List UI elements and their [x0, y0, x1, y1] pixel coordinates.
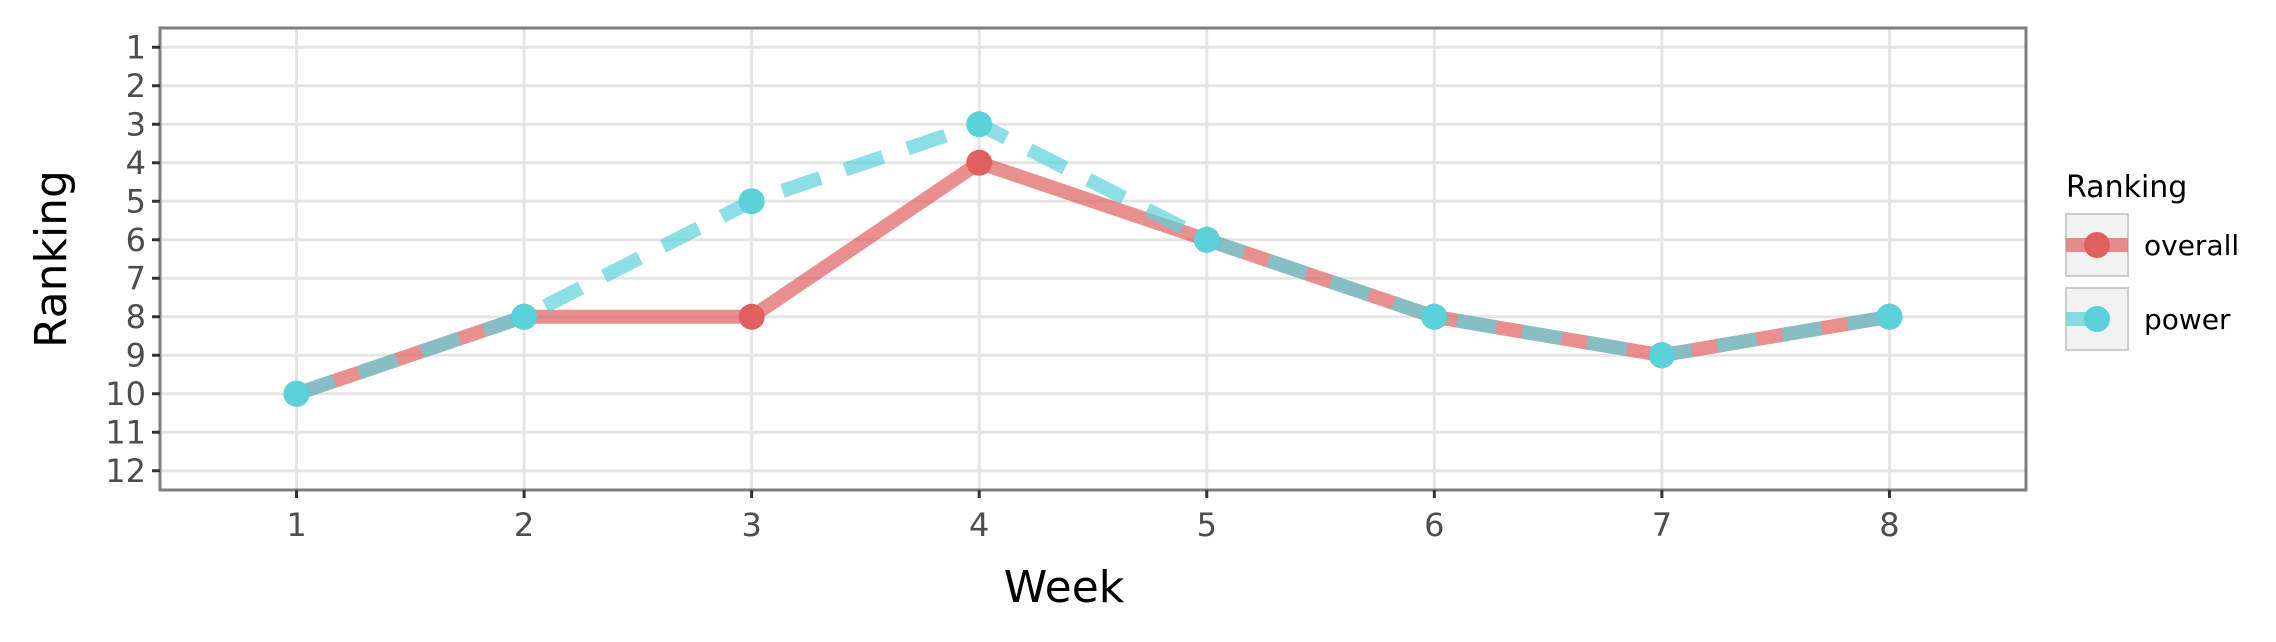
- y-tick-label: 6: [126, 221, 146, 259]
- x-axis-label: Week: [1004, 562, 1125, 613]
- y-tick-label: 2: [126, 67, 146, 105]
- x-tick-label: 7: [1652, 506, 1672, 544]
- data-point-power: [738, 188, 765, 215]
- legend-item-overall: overall: [2065, 213, 2239, 277]
- y-tick-label: 5: [126, 182, 146, 220]
- legend-key-point: [2084, 306, 2110, 332]
- data-point-overall: [738, 303, 765, 330]
- y-tick-label: 3: [126, 105, 146, 143]
- y-tick-label: 10: [105, 375, 146, 413]
- x-axis-ticks: 1 2 3 4 5 6 7 8: [286, 490, 1900, 544]
- data-point-power: [1876, 303, 1903, 330]
- data-point-power: [966, 111, 993, 138]
- y-tick-label: 1: [126, 28, 146, 66]
- y-tick-label: 12: [105, 452, 146, 490]
- plot-border: [158, 26, 2028, 492]
- x-tick-label: 6: [1424, 506, 1444, 544]
- legend-item-power: power: [2065, 287, 2231, 351]
- y-axis-label: Ranking: [26, 170, 77, 348]
- x-tick-label: 2: [514, 506, 534, 544]
- legend-label: overall: [2144, 229, 2239, 262]
- series-lines: [294, 117, 1891, 401]
- series-line-power: [294, 117, 1891, 401]
- y-tick-label: 9: [126, 336, 146, 374]
- legend-title: Ranking: [2066, 170, 2187, 205]
- y-tick-label: 4: [126, 144, 146, 182]
- y-tick-label: 7: [126, 259, 146, 297]
- y-tick-label: 8: [126, 298, 146, 336]
- data-point-overall: [966, 149, 993, 176]
- x-tick-label: 1: [286, 506, 306, 544]
- legend-key-point: [2084, 232, 2110, 258]
- legend-label: power: [2144, 303, 2231, 336]
- y-tick-label: 11: [105, 413, 146, 451]
- x-tick-label: 8: [1879, 506, 1899, 544]
- data-point-power: [1193, 226, 1220, 253]
- data-point-power: [1421, 303, 1448, 330]
- data-point-power: [283, 380, 310, 407]
- x-tick-label: 3: [741, 506, 761, 544]
- legend: Ranking overall power: [2065, 170, 2239, 351]
- plot-background: [160, 28, 2026, 490]
- data-point-power: [511, 303, 538, 330]
- x-tick-label: 4: [969, 506, 989, 544]
- data-point-power: [1648, 342, 1675, 369]
- series-points: [283, 111, 1903, 407]
- x-tick-label: 5: [1197, 506, 1217, 544]
